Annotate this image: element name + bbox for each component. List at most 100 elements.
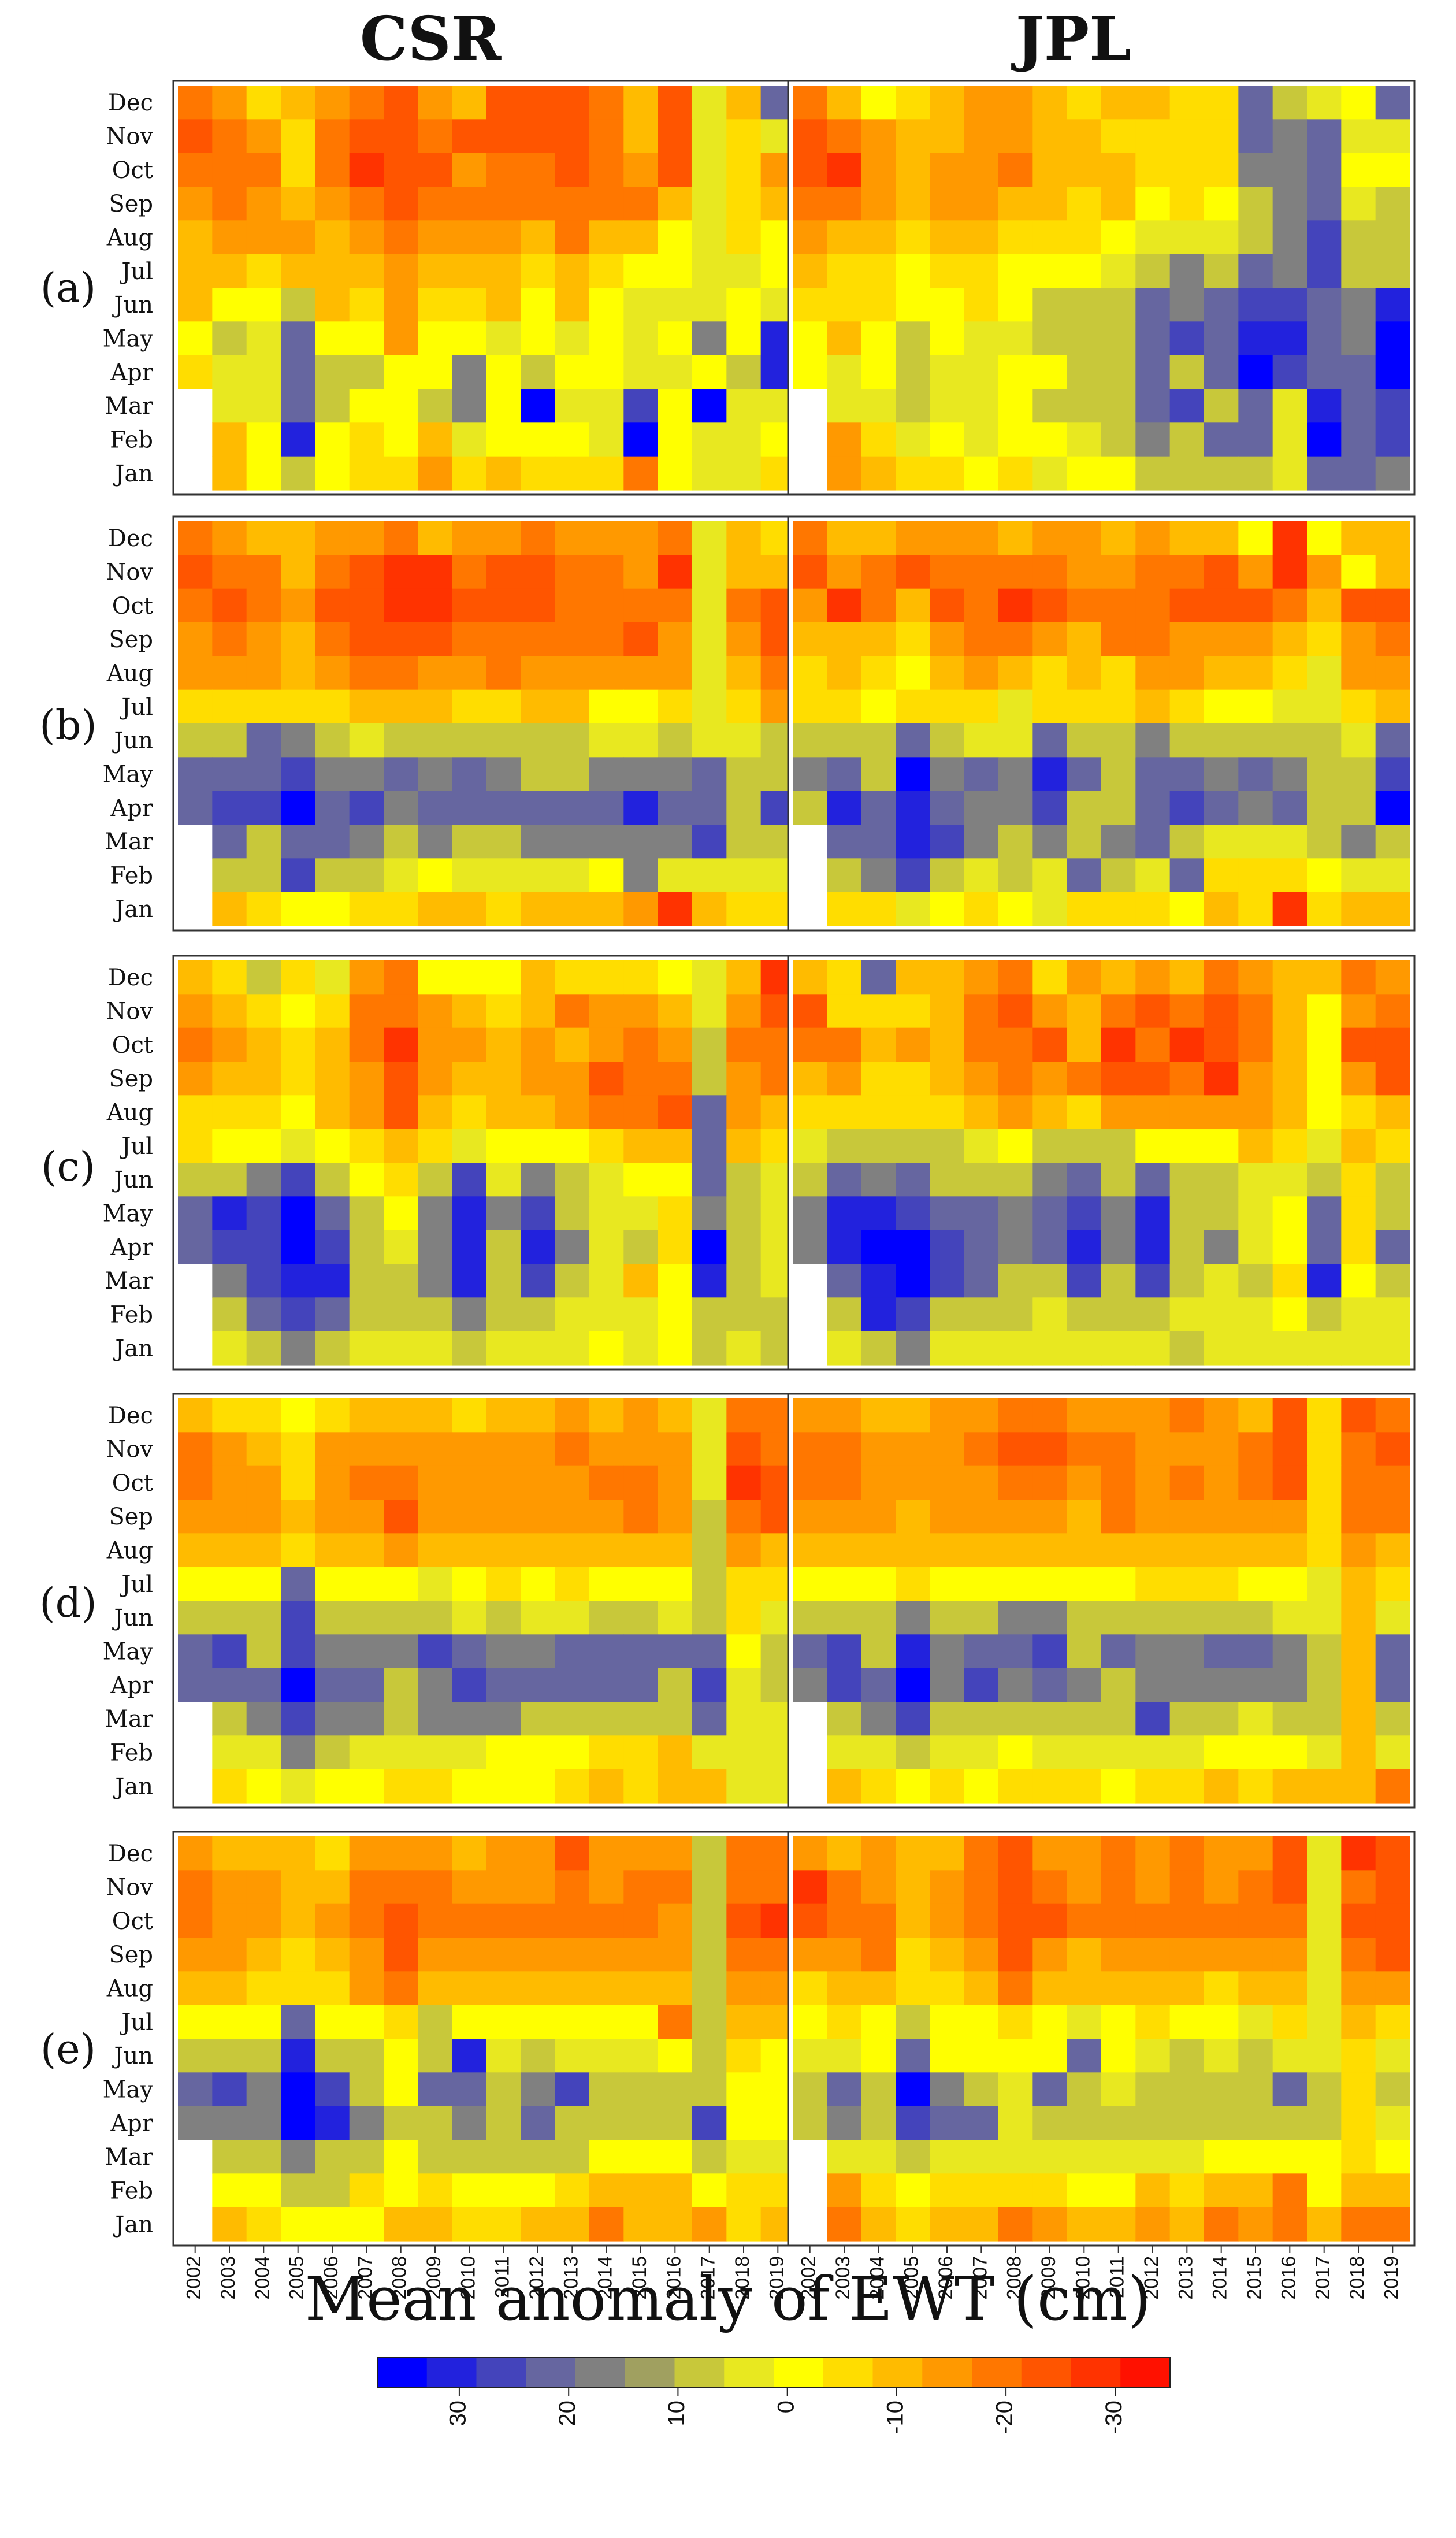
heatmap-cell bbox=[1101, 588, 1136, 623]
heatmap-cell bbox=[212, 254, 247, 288]
heatmap-cell bbox=[315, 1027, 350, 1062]
heatmap-cell bbox=[486, 2039, 521, 2073]
heatmap-cell bbox=[1169, 1465, 1205, 1500]
heatmap-cell bbox=[658, 2207, 693, 2242]
heatmap-cell bbox=[623, 757, 659, 792]
heatmap-cell bbox=[896, 2173, 930, 2208]
heatmap-cell bbox=[281, 1533, 315, 1568]
heatmap-cell bbox=[1032, 656, 1068, 691]
heatmap-cell bbox=[1169, 2005, 1205, 2039]
heatmap-cell bbox=[384, 1432, 418, 1467]
heatmap-cell bbox=[692, 422, 727, 457]
year-label: 2007 bbox=[969, 2256, 991, 2300]
heatmap-cell bbox=[1101, 187, 1136, 221]
heatmap-cell bbox=[384, 220, 418, 255]
heatmap-cell bbox=[281, 2207, 315, 2242]
heatmap-cell bbox=[1204, 422, 1239, 457]
heatmap-cell bbox=[1101, 2005, 1136, 2039]
heatmap-cell bbox=[212, 1432, 247, 1467]
heatmap-cell bbox=[1032, 2072, 1068, 2107]
heatmap-cell bbox=[964, 757, 999, 792]
heatmap-cell bbox=[998, 1904, 1033, 1938]
heatmap-cell bbox=[1169, 723, 1205, 758]
heatmap-cell bbox=[1238, 757, 1273, 792]
heatmap-cell bbox=[589, 1432, 624, 1467]
heatmap-cell bbox=[452, 588, 487, 623]
month-label: Jan bbox=[113, 461, 153, 487]
heatmap-cell bbox=[212, 1735, 247, 1770]
heatmap-cell bbox=[1375, 2072, 1410, 2107]
heatmap-cell bbox=[1238, 1230, 1273, 1264]
heatmap-cell bbox=[555, 1465, 590, 1500]
heatmap-cell bbox=[1101, 2072, 1136, 2107]
heatmap-cell bbox=[349, 2140, 384, 2174]
heatmap-cell bbox=[726, 355, 762, 389]
heatmap-cell bbox=[452, 1533, 487, 1568]
heatmap-cell bbox=[1101, 757, 1136, 792]
heatmap-cell bbox=[623, 622, 659, 656]
heatmap-cell bbox=[1307, 321, 1342, 356]
heatmap-cell bbox=[246, 1836, 281, 1871]
heatmap-cell bbox=[964, 1634, 999, 1669]
heatmap-cell bbox=[349, 1567, 384, 1601]
heatmap-cell bbox=[246, 187, 281, 221]
heatmap-cell bbox=[589, 2039, 624, 2073]
heatmap-cell bbox=[930, 555, 965, 589]
heatmap-cell bbox=[623, 1601, 659, 1635]
heatmap-cell bbox=[212, 1230, 247, 1264]
heatmap-cell bbox=[486, 86, 521, 120]
heatmap-cell bbox=[964, 1904, 999, 1938]
heatmap-cell bbox=[1238, 254, 1273, 288]
heatmap-cell bbox=[1032, 220, 1068, 255]
heatmap-cell bbox=[658, 1129, 693, 1163]
heatmap-cell bbox=[1032, 1836, 1068, 1871]
heatmap-cell bbox=[555, 2173, 590, 2208]
heatmap-cell bbox=[486, 1432, 521, 1467]
heatmap-cell bbox=[555, 1668, 590, 1702]
heatmap-cell bbox=[1032, 1735, 1068, 1770]
colorbar-tick-label: 30 bbox=[445, 2400, 470, 2426]
heatmap-cell bbox=[896, 960, 930, 995]
heatmap-cell bbox=[452, 858, 487, 893]
heatmap-cell bbox=[486, 2106, 521, 2140]
heatmap-cell bbox=[1169, 1027, 1205, 1062]
heatmap-cell bbox=[658, 254, 693, 288]
heatmap-cell bbox=[1307, 456, 1342, 491]
heatmap-cell bbox=[349, 892, 384, 926]
heatmap-cell bbox=[692, 1264, 727, 1298]
heatmap-cell bbox=[658, 1398, 693, 1433]
heatmap-cell bbox=[623, 656, 659, 691]
heatmap-cell bbox=[964, 355, 999, 389]
heatmap-cell bbox=[384, 86, 418, 120]
heatmap-cell bbox=[964, 892, 999, 926]
heatmap-cell bbox=[1272, 521, 1308, 555]
heatmap-cell bbox=[486, 220, 521, 255]
heatmap-cell bbox=[1067, 1297, 1102, 1332]
colorbar-swatch bbox=[1071, 2358, 1121, 2388]
heatmap-cell bbox=[521, 622, 556, 656]
heatmap-cell bbox=[384, 2005, 418, 2039]
heatmap-cell bbox=[793, 1163, 827, 1197]
heatmap-cell bbox=[1307, 622, 1342, 656]
heatmap-cell bbox=[1307, 2207, 1342, 2242]
heatmap-cell bbox=[281, 254, 315, 288]
colorbar-swatch bbox=[476, 2358, 526, 2388]
heatmap-cell bbox=[281, 1634, 315, 1669]
heatmap-cell bbox=[281, 456, 315, 491]
heatmap-cell bbox=[1135, 656, 1171, 691]
heatmap-cell bbox=[1067, 757, 1102, 792]
heatmap-cell bbox=[315, 187, 350, 221]
heatmap-cell bbox=[692, 1062, 727, 1096]
year-label: 2011 bbox=[492, 2256, 514, 2298]
heatmap-cell bbox=[1169, 187, 1205, 221]
heatmap-cell bbox=[1341, 1668, 1376, 1702]
heatmap-cell bbox=[998, 1264, 1033, 1298]
heatmap-cell bbox=[827, 422, 862, 457]
heatmap-cell bbox=[1067, 1836, 1102, 1871]
heatmap-cell bbox=[896, 1230, 930, 1264]
heatmap-cell bbox=[658, 1432, 693, 1467]
heatmap-cell bbox=[589, 1634, 624, 1669]
heatmap-cell bbox=[1272, 1634, 1308, 1669]
heatmap-cell bbox=[212, 1465, 247, 1500]
heatmap-cell bbox=[827, 2173, 862, 2208]
